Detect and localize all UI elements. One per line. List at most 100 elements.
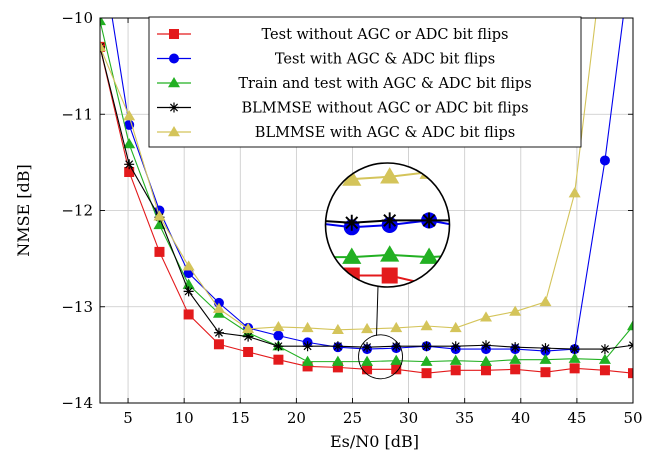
x-tick-label: 40	[511, 409, 530, 427]
data-point	[449, 321, 462, 333]
data-point	[182, 278, 195, 289]
data-point	[124, 159, 135, 170]
data-point	[124, 119, 135, 130]
data-point	[540, 367, 551, 378]
zoom-inset-border	[324, 162, 451, 288]
data-point	[380, 167, 400, 184]
legend-label: BLMMSE without AGC or ADC bit flips	[241, 101, 528, 117]
data-point	[301, 355, 314, 366]
data-point	[168, 77, 180, 88]
data-point	[182, 260, 195, 271]
data-point	[421, 212, 438, 229]
data-point	[540, 343, 551, 354]
data-point	[361, 355, 374, 366]
data-point	[273, 341, 284, 352]
data-point	[153, 210, 166, 221]
plot-area	[100, 18, 633, 379]
x-tick-label: 20	[287, 409, 306, 427]
data-point	[450, 341, 461, 352]
y-tick-label: −13	[61, 298, 93, 316]
series-5	[100, 18, 597, 335]
data-point	[599, 365, 610, 376]
x-tick-label: 25	[343, 409, 362, 427]
data-point	[421, 341, 432, 352]
data-point	[481, 340, 492, 351]
x-tick-label: 10	[175, 409, 194, 427]
data-point	[304, 248, 323, 264]
data-point	[450, 365, 461, 376]
data-point	[301, 321, 314, 333]
data-point	[243, 346, 254, 357]
data-point	[420, 320, 433, 331]
data-point	[332, 362, 343, 373]
data-point	[380, 245, 400, 262]
legend-label: Train and test with AGC & ADC bit flips	[238, 76, 531, 92]
data-point	[568, 187, 581, 198]
data-point	[419, 163, 439, 179]
data-point	[568, 352, 581, 363]
data-point	[390, 354, 403, 365]
data-point	[169, 102, 179, 113]
legend-entry-3: Train and test with AGC & ADC bit flips	[157, 76, 532, 92]
series-1	[100, 41, 633, 379]
data-point	[381, 267, 398, 284]
y-axis-label: NMSE [dB]	[14, 164, 33, 257]
x-tick-label: 30	[399, 409, 418, 427]
data-point	[628, 368, 633, 379]
data-point	[273, 330, 284, 341]
data-point	[598, 353, 611, 364]
data-point	[421, 368, 432, 379]
data-point	[169, 29, 179, 39]
data-point	[480, 355, 493, 366]
data-point	[391, 364, 402, 375]
data-point	[421, 276, 438, 287]
data-point	[100, 40, 106, 52]
y-tick-label: −11	[61, 105, 93, 123]
data-point	[510, 342, 521, 353]
data-point	[168, 126, 180, 137]
data-point	[331, 323, 344, 335]
y-tick-label: −12	[61, 202, 93, 220]
legend: Test without AGC or ADC bit flips Test wi…	[148, 16, 582, 148]
data-point	[154, 246, 165, 257]
data-point	[342, 169, 362, 186]
data-point	[510, 364, 521, 375]
data-point	[539, 353, 552, 364]
data-point	[213, 327, 224, 338]
data-point	[243, 331, 254, 342]
data-point	[123, 138, 136, 149]
x-tick-label: 35	[455, 409, 474, 427]
data-point	[569, 344, 580, 355]
x-tick-label: 45	[567, 409, 586, 427]
x-axis-label: Es/N0 [dB]	[330, 432, 419, 451]
data-point	[509, 305, 522, 316]
data-point	[332, 341, 343, 352]
data-point	[342, 247, 362, 264]
data-point	[302, 361, 313, 372]
data-point	[306, 215, 322, 231]
data-point	[212, 302, 225, 313]
data-point	[362, 342, 373, 353]
data-point	[304, 172, 323, 188]
x-tick-label: 15	[231, 409, 250, 427]
data-point	[381, 212, 398, 229]
data-point	[306, 212, 322, 228]
data-point	[153, 218, 166, 230]
data-point	[599, 155, 610, 166]
data-point	[343, 214, 360, 231]
data-point	[361, 322, 374, 334]
data-point	[569, 363, 580, 374]
data-point	[169, 53, 179, 64]
data-point	[273, 354, 284, 365]
y-tick-label: −10	[61, 9, 93, 27]
data-point	[302, 341, 313, 352]
zoom-series-3	[304, 163, 450, 264]
legend-label: Test without AGC or ADC bit flips	[262, 27, 509, 43]
data-point	[242, 322, 255, 334]
legend-box	[148, 16, 582, 148]
zoom-series-4	[306, 163, 450, 231]
series-3	[100, 18, 633, 366]
data-point	[272, 320, 285, 332]
data-point	[362, 364, 373, 375]
data-point	[509, 353, 522, 364]
